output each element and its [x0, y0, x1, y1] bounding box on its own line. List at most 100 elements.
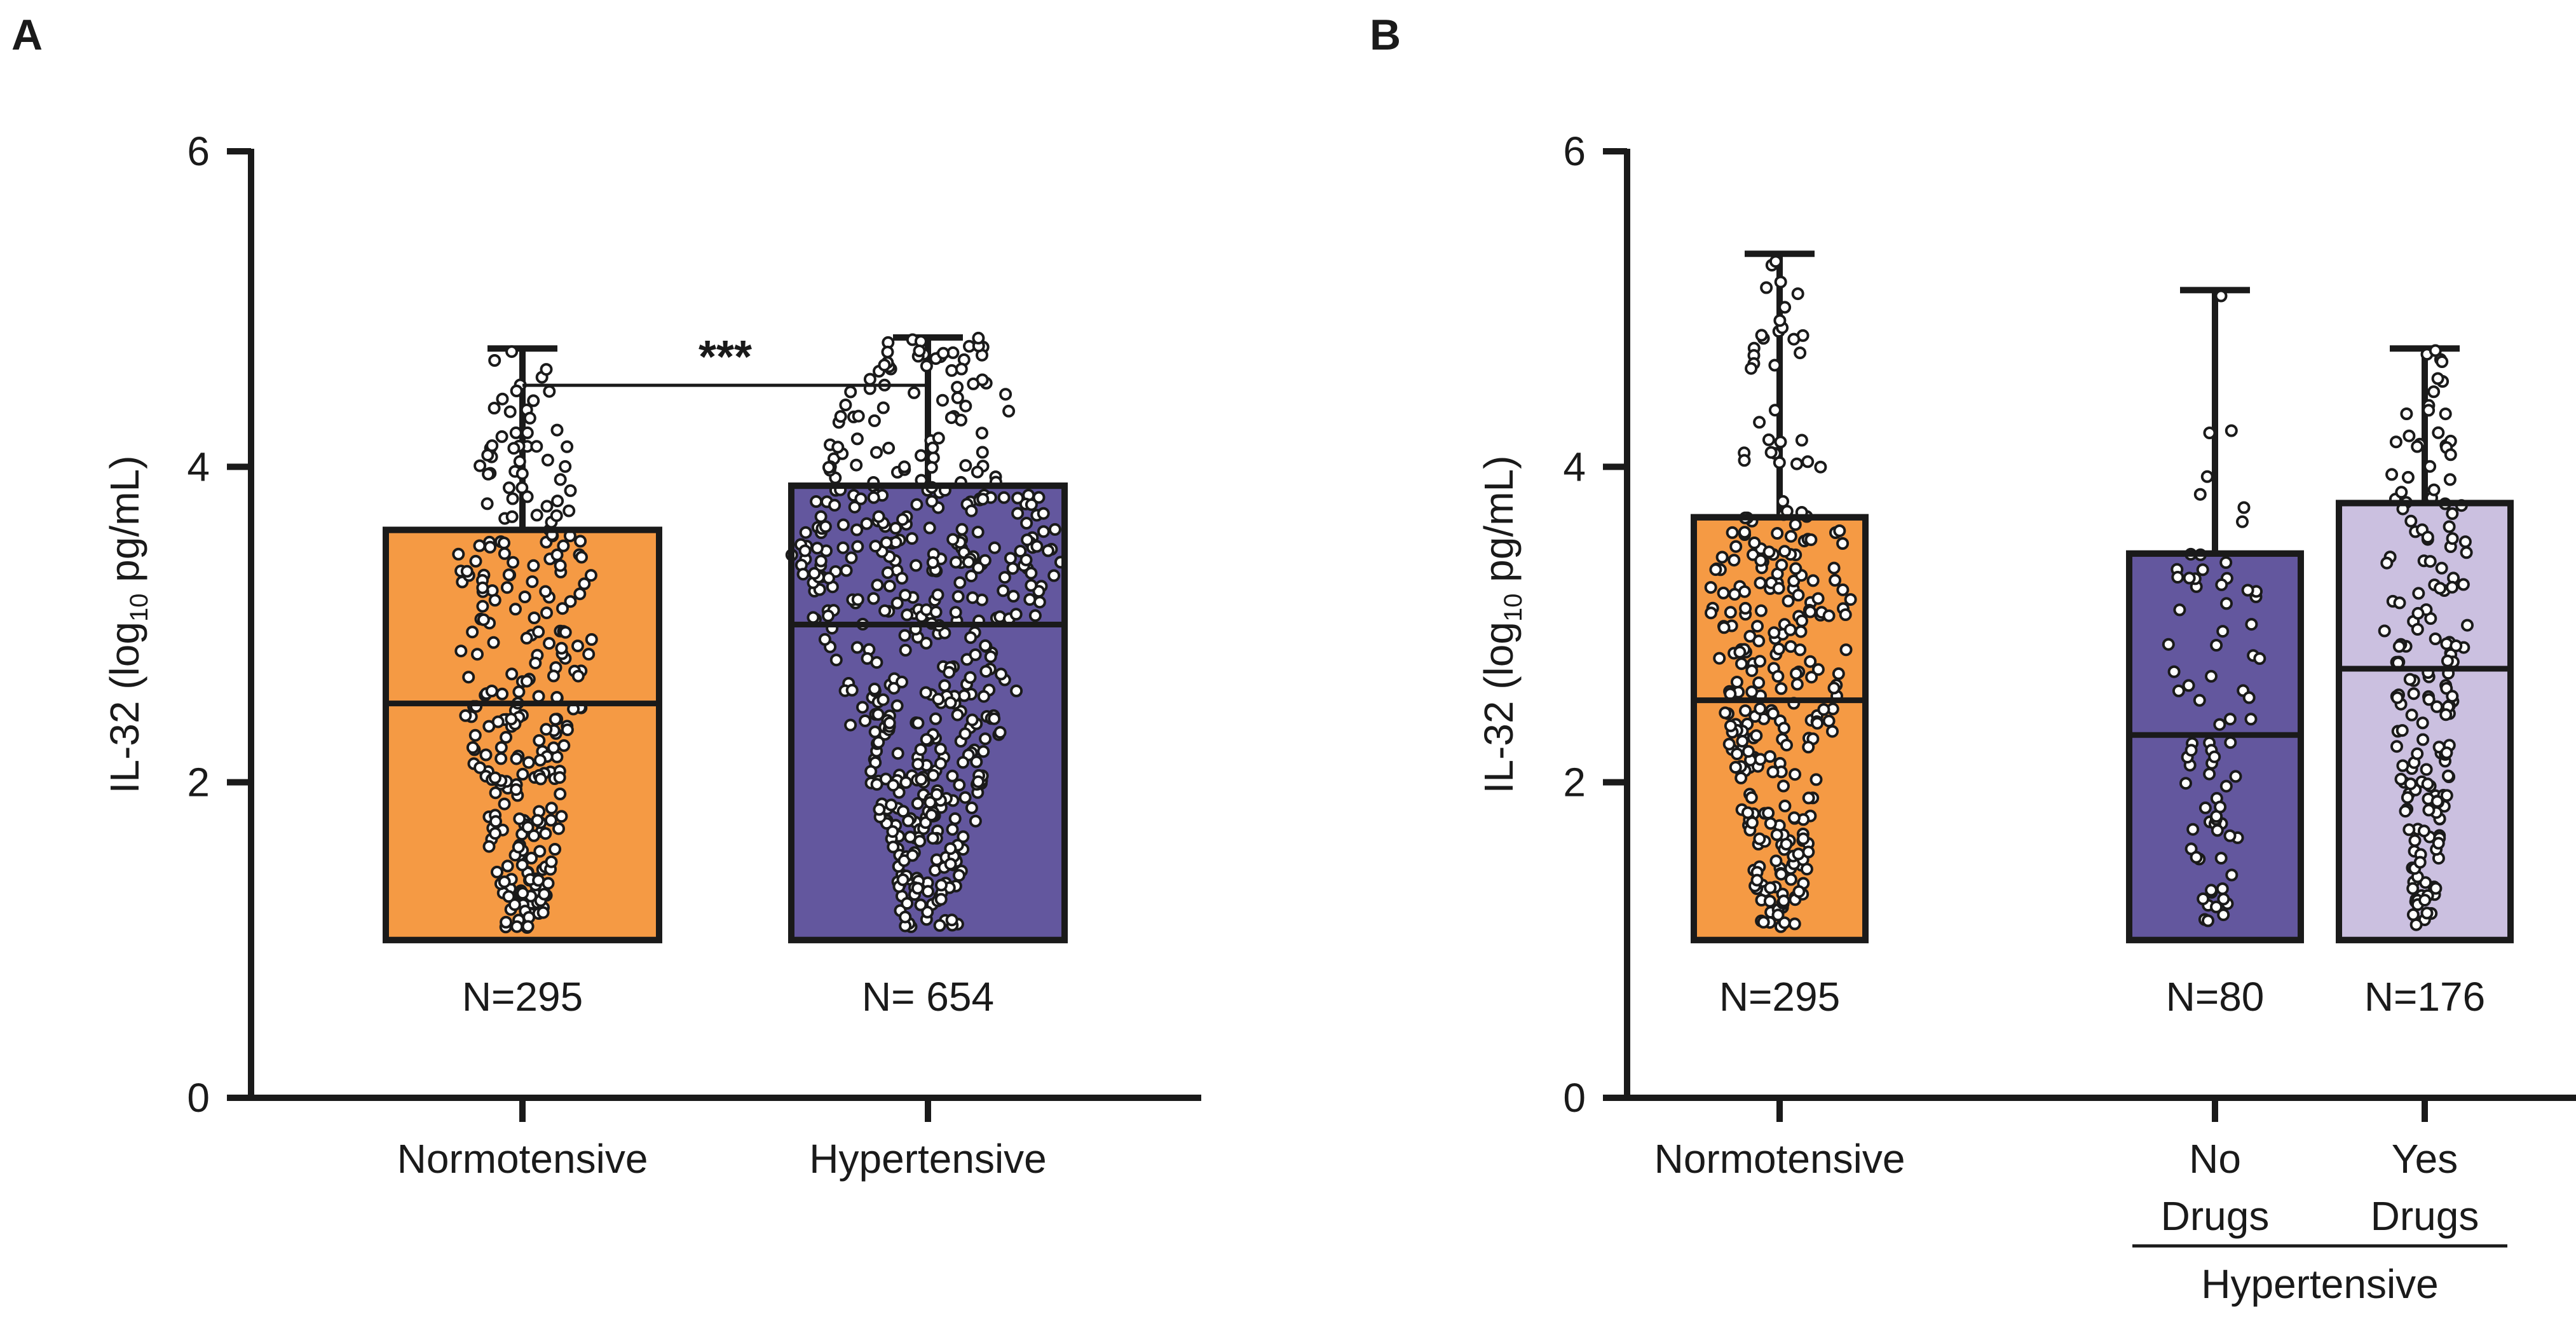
data-point [1801, 455, 1815, 468]
data-point [2224, 736, 2237, 749]
data-point [902, 814, 915, 828]
data-point [1763, 894, 1776, 908]
data-point [1762, 433, 1775, 446]
data-point [910, 559, 923, 572]
data-point [459, 709, 472, 722]
data-point [948, 812, 962, 825]
data-point [891, 747, 904, 760]
data-point [2457, 578, 2470, 591]
data-point [534, 772, 547, 786]
data-point [920, 733, 933, 746]
data-point [1814, 460, 1827, 474]
data-point [505, 345, 519, 359]
data-point [952, 869, 965, 882]
data-point [1777, 721, 1790, 735]
data-point [969, 814, 982, 828]
data-point [887, 681, 901, 695]
data-point [2439, 708, 2453, 721]
data-point [976, 427, 988, 440]
data-point [2244, 713, 2258, 726]
data-point [1800, 863, 1813, 876]
data-point [878, 359, 891, 372]
data-point [532, 690, 545, 703]
data-point [561, 723, 574, 736]
data-point [854, 492, 868, 505]
data-point [1777, 779, 1790, 793]
data-point [1020, 517, 1033, 530]
group-yes-drugs: N=176 Yes Drugs [2336, 344, 2514, 1239]
data-point [471, 648, 484, 661]
data-point [971, 465, 984, 479]
data-point [533, 845, 547, 858]
y-tick-label: 2 [1563, 760, 1586, 805]
data-point [1775, 868, 1788, 881]
data-point [502, 890, 515, 903]
data-point [487, 402, 501, 414]
data-point [2413, 856, 2427, 869]
data-point [1827, 681, 1841, 695]
data-point [908, 386, 921, 399]
data-point [1728, 587, 1741, 601]
data-point [549, 843, 562, 856]
data-point [1787, 332, 1801, 346]
data-point [1745, 664, 1759, 678]
data-point [495, 430, 508, 443]
data-point [966, 591, 979, 605]
data-point [880, 536, 893, 549]
data-point [2202, 914, 2214, 927]
data-point [2450, 639, 2463, 652]
data-point [2431, 372, 2444, 385]
data-point [1811, 592, 1825, 605]
data-point [544, 814, 557, 827]
data-point [555, 641, 568, 655]
data-point [1790, 457, 1803, 470]
data-point [2200, 470, 2214, 483]
data-point [552, 822, 565, 835]
data-point [796, 568, 810, 581]
data-point [2429, 632, 2442, 645]
data-point [904, 830, 917, 844]
data-point [2402, 823, 2416, 837]
data-point [873, 803, 886, 816]
data-point [2393, 596, 2406, 610]
data-point [2411, 606, 2425, 620]
data-point [799, 526, 812, 539]
data-point [953, 576, 967, 589]
data-point [541, 453, 554, 467]
y-axis-label-main: IL-32 (log [1476, 622, 1522, 793]
n-label: N=80 [2166, 974, 2265, 1020]
data-point [911, 797, 924, 810]
data-point [2172, 684, 2185, 697]
data-point [993, 726, 1007, 739]
data-point [2223, 713, 2237, 726]
data-point [513, 455, 526, 468]
data-point [829, 653, 843, 667]
data-point [958, 791, 972, 804]
data-point [557, 739, 571, 752]
data-point [500, 915, 513, 929]
data-point [930, 788, 943, 801]
data-point [2205, 884, 2218, 897]
data-point [2214, 289, 2228, 303]
data-point [1739, 601, 1752, 615]
data-point [2241, 584, 2254, 597]
data-point [469, 554, 482, 568]
data-point [2394, 772, 2408, 786]
data-point [864, 765, 878, 778]
data-point [2404, 777, 2417, 791]
data-point [2203, 767, 2216, 781]
data-point [510, 385, 523, 397]
data-point [2186, 823, 2200, 836]
data-point [1006, 562, 1019, 575]
data-point [913, 345, 926, 357]
data-point [1755, 329, 1768, 342]
data-point [896, 571, 909, 585]
data-point [2219, 779, 2233, 793]
data-point [1771, 527, 1784, 540]
data-point [553, 771, 566, 784]
data-point [574, 535, 587, 548]
data-point [496, 392, 509, 406]
data-point [2432, 837, 2445, 850]
data-point [1822, 609, 1836, 622]
data-point [878, 604, 892, 617]
